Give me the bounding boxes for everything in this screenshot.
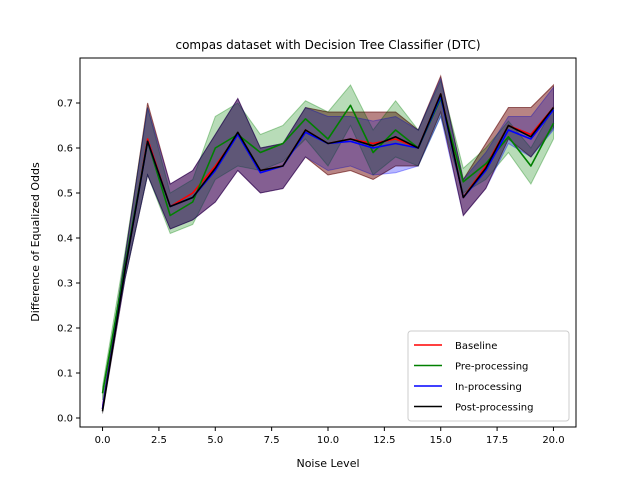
series-lines <box>101 93 555 412</box>
y-axis: 0.0 0.1 0.2 0.3 0.4 0.5 0.6 0.7 <box>57 99 80 425</box>
y-tick-label: 0.2 <box>57 324 73 335</box>
x-axis-title: Noise Level <box>296 457 359 470</box>
band-post-processing <box>102 74 554 414</box>
legend-label-in-processing: In-processing <box>455 382 522 393</box>
x-tick-label: 20.0 <box>542 435 564 446</box>
band-pre-processing <box>102 79 554 401</box>
x-tick-label: 5.0 <box>207 435 223 446</box>
x-axis: 0.0 2.5 5.0 7.5 10.0 12.5 15.0 17.5 20.0 <box>95 427 565 446</box>
y-tick-label: 0.3 <box>57 279 73 290</box>
legend-label-baseline: Baseline <box>455 341 497 352</box>
band-baseline <box>102 74 554 412</box>
line-post-processing <box>101 93 555 412</box>
y-tick-label: 0.5 <box>57 189 73 200</box>
x-tick-label: 17.5 <box>486 435 508 446</box>
line-pre-processing <box>101 97 555 394</box>
x-tick-label: 0.0 <box>95 435 111 446</box>
legend: Baseline Pre-processing In-processing Post-… <box>407 330 570 422</box>
y-tick-label: 0.7 <box>57 99 73 110</box>
x-tick-label: 12.5 <box>373 435 395 446</box>
y-tick-label: 0.1 <box>57 369 73 380</box>
confidence-bands <box>102 74 554 414</box>
legend-label-pre-processing: Pre-processing <box>455 362 528 373</box>
chart-title: compas dataset with Decision Tree Classi… <box>175 38 480 52</box>
y-axis-title: Difference of Equalized Odds <box>29 162 42 322</box>
x-tick-label: 10.0 <box>317 435 339 446</box>
x-tick-label: 7.5 <box>264 435 280 446</box>
band-in-processing <box>102 76 554 412</box>
y-tick-label: 0.6 <box>57 144 73 155</box>
x-tick-label: 15.0 <box>430 435 452 446</box>
y-tick-label: 0.0 <box>57 414 73 425</box>
legend-label-post-processing: Post-processing <box>455 403 533 414</box>
y-tick-label: 0.4 <box>57 234 73 245</box>
legend-box <box>407 330 570 422</box>
x-tick-label: 2.5 <box>151 435 167 446</box>
